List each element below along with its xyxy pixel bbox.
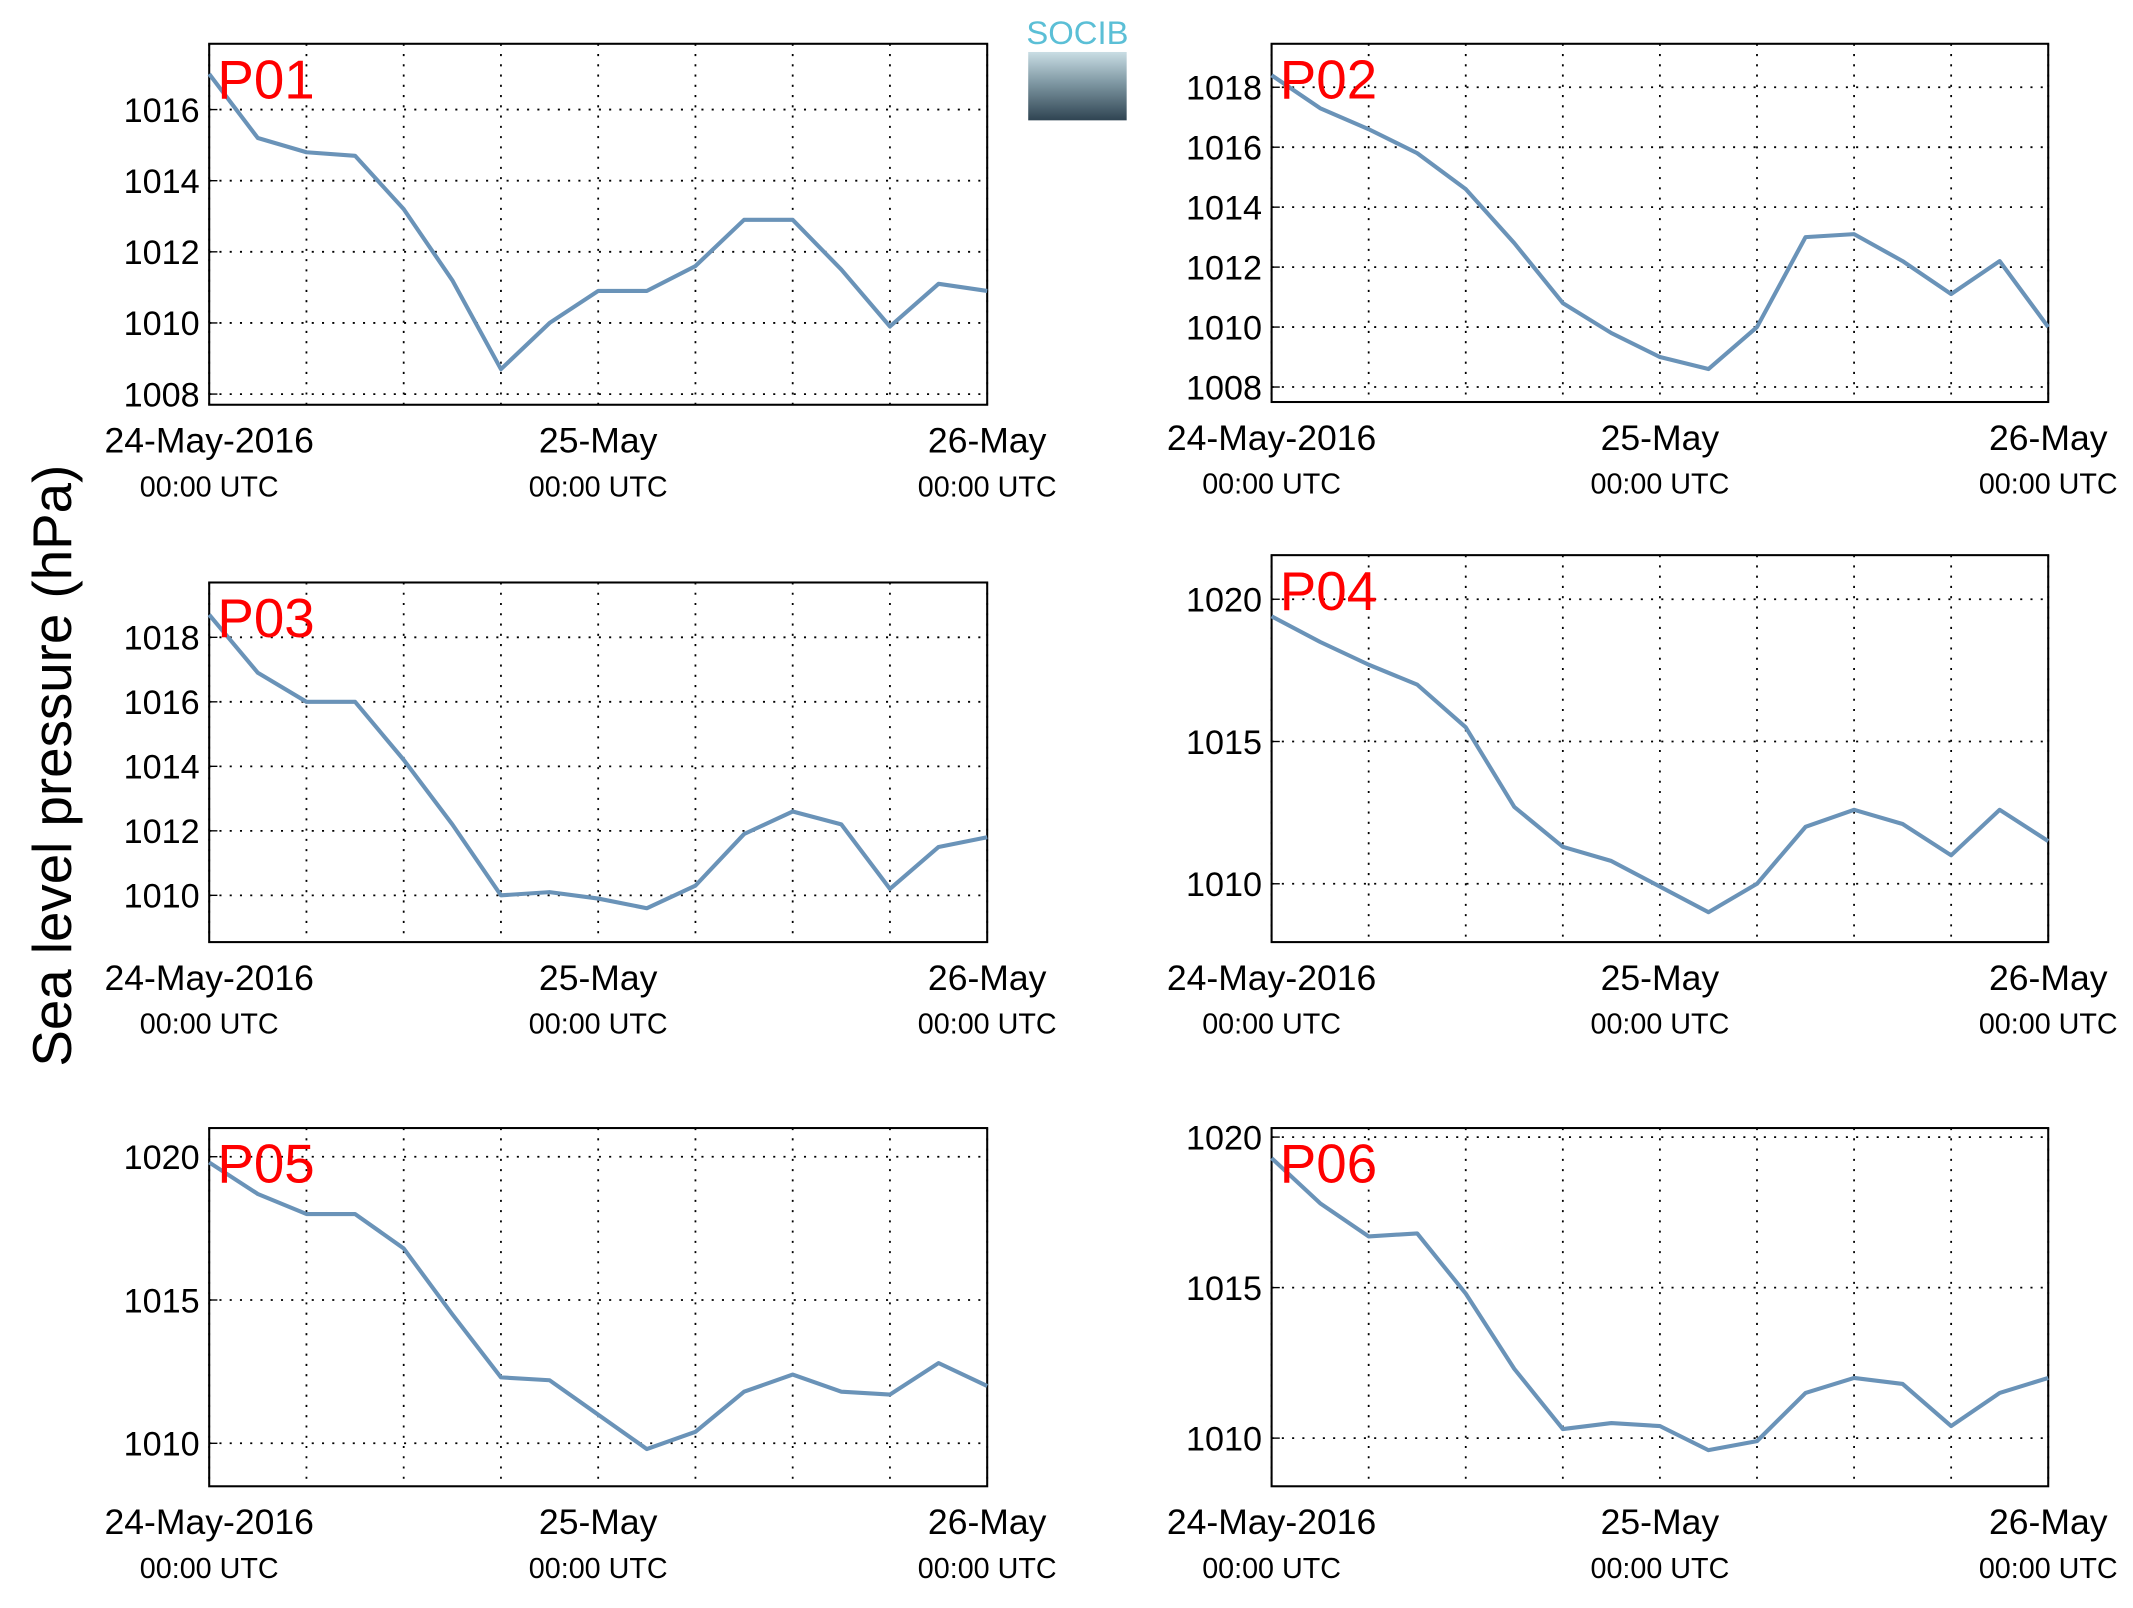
x-tick-sublabel: 00:00 UTC (918, 471, 1057, 503)
panel-title: P05 (217, 1133, 314, 1195)
plot-frame (1270, 1127, 2050, 1488)
y-axis-label: Sea level pressure (hPa) (21, 465, 83, 1067)
y-tick-label: 1020 (124, 1139, 200, 1177)
y-tick-label: 1016 (1186, 130, 1262, 168)
x-tick-label: 25-May (539, 421, 658, 461)
data-line (208, 1160, 989, 1452)
y-tick-label: 1008 (124, 376, 200, 414)
x-tick-label: 24-May-2016 (1167, 418, 1376, 458)
data-line (1270, 73, 2050, 372)
plot-frame (1270, 42, 2050, 404)
panel-title: P06 (1280, 1133, 1377, 1195)
x-tick-label: 26-May (928, 1502, 1047, 1542)
data-line (207, 72, 988, 372)
y-tick-label: 1010 (1186, 309, 1262, 347)
y-tick-label: 1016 (124, 92, 200, 130)
panel-title: P01 (217, 48, 314, 110)
x-tick-label: 26-May (1989, 958, 2108, 998)
data-line (1270, 1156, 2049, 1453)
x-tick-sublabel: 00:00 UTC (1979, 1553, 2118, 1585)
y-tick-label: 1020 (1186, 1119, 1262, 1157)
x-tick-label: 24-May-2016 (104, 1502, 313, 1542)
x-tick-sublabel: 00:00 UTC (1591, 469, 1730, 501)
data-line (1270, 614, 2050, 915)
y-tick-label: 1014 (1186, 189, 1262, 227)
x-tick-sublabel: 00:00 UTC (1202, 469, 1341, 501)
x-tick-sublabel: 00:00 UTC (529, 471, 668, 503)
logo-text: SOCIB (1026, 14, 1128, 51)
subplot: 1010 1015 1020 24-May-2016 00:00 UTC 25-May 00… (104, 1127, 1057, 1585)
x-tick-sublabel: 00:00 UTC (1591, 1553, 1730, 1585)
x-tick-label: 26-May (1989, 1502, 2108, 1542)
x-tick-label: 24-May-2016 (104, 958, 313, 998)
x-tick-label: 24-May-2016 (1167, 958, 1376, 998)
x-tick-sublabel: 00:00 UTC (529, 1009, 668, 1041)
subplot: 1010 1015 1020 24-May-2016 00:00 UTC 25-May 00… (1167, 554, 2118, 1041)
x-tick-label: 25-May (539, 958, 658, 998)
panel-title: P02 (1280, 48, 1377, 110)
y-tick-label: 1014 (124, 749, 200, 787)
y-tick-label: 1008 (1186, 369, 1262, 407)
subplot: 1010 1015 1020 24-May-2016 00:00 UTC 25-May 00… (1167, 1119, 2118, 1585)
y-tick-label: 1015 (1186, 1270, 1262, 1308)
plot-frame (208, 1127, 989, 1488)
panel-title: P03 (217, 587, 314, 649)
y-tick-label: 1010 (124, 1426, 200, 1464)
y-tick-label: 1012 (1186, 249, 1262, 287)
x-tick-label: 25-May (1601, 1502, 1720, 1542)
panel-title: P04 (1280, 560, 1377, 622)
x-tick-sublabel: 00:00 UTC (1979, 469, 2118, 501)
y-tick-label: 1018 (1186, 70, 1262, 108)
logo-image (1028, 51, 1127, 121)
subplot: 1010 1012 1014 1016 1018 24-May-2016 00:00 UTC… (104, 581, 1057, 1041)
x-tick-sublabel: 00:00 UTC (140, 1009, 279, 1041)
x-tick-sublabel: 00:00 UTC (918, 1009, 1057, 1041)
x-tick-sublabel: 00:00 UTC (1202, 1553, 1341, 1585)
y-tick-label: 1010 (124, 305, 200, 343)
y-tick-label: 1010 (124, 878, 200, 916)
x-tick-label: 25-May (1601, 958, 1720, 998)
y-tick-label: 1015 (124, 1282, 200, 1320)
y-tick-label: 1014 (124, 163, 200, 201)
x-tick-sublabel: 00:00 UTC (529, 1553, 668, 1585)
x-tick-label: 24-May-2016 (104, 421, 313, 461)
data-line (207, 613, 988, 911)
x-tick-label: 24-May-2016 (1167, 1502, 1376, 1542)
y-tick-label: 1012 (124, 234, 200, 272)
subplot: 1008 1010 1012 1014 1016 24-May-2016 00:00 UTC… (104, 42, 1057, 503)
subplot: 1008 1010 1012 1014 1016 1018 24-May-2016 00:00… (1167, 42, 2118, 501)
x-tick-label: 25-May (539, 1502, 658, 1542)
y-tick-label: 1016 (124, 684, 200, 722)
plot-frame (208, 581, 989, 944)
y-tick-label: 1010 (1186, 1420, 1262, 1458)
x-tick-label: 26-May (928, 421, 1047, 461)
x-tick-label: 26-May (928, 958, 1047, 998)
x-tick-sublabel: 00:00 UTC (918, 1553, 1057, 1585)
x-tick-label: 25-May (1601, 418, 1720, 458)
y-tick-label: 1010 (1186, 866, 1262, 904)
x-tick-sublabel: 00:00 UTC (1979, 1009, 2118, 1041)
x-tick-sublabel: 00:00 UTC (140, 1553, 279, 1585)
y-tick-label: 1020 (1186, 582, 1262, 620)
x-tick-label: 26-May (1989, 418, 2108, 458)
x-tick-sublabel: 00:00 UTC (1591, 1009, 1730, 1041)
y-tick-label: 1018 (124, 620, 200, 658)
x-tick-sublabel: 00:00 UTC (140, 471, 279, 503)
x-tick-sublabel: 00:00 UTC (1202, 1009, 1341, 1041)
plot-frame (208, 42, 989, 406)
y-tick-label: 1015 (1186, 724, 1262, 762)
y-tick-label: 1012 (124, 813, 200, 851)
